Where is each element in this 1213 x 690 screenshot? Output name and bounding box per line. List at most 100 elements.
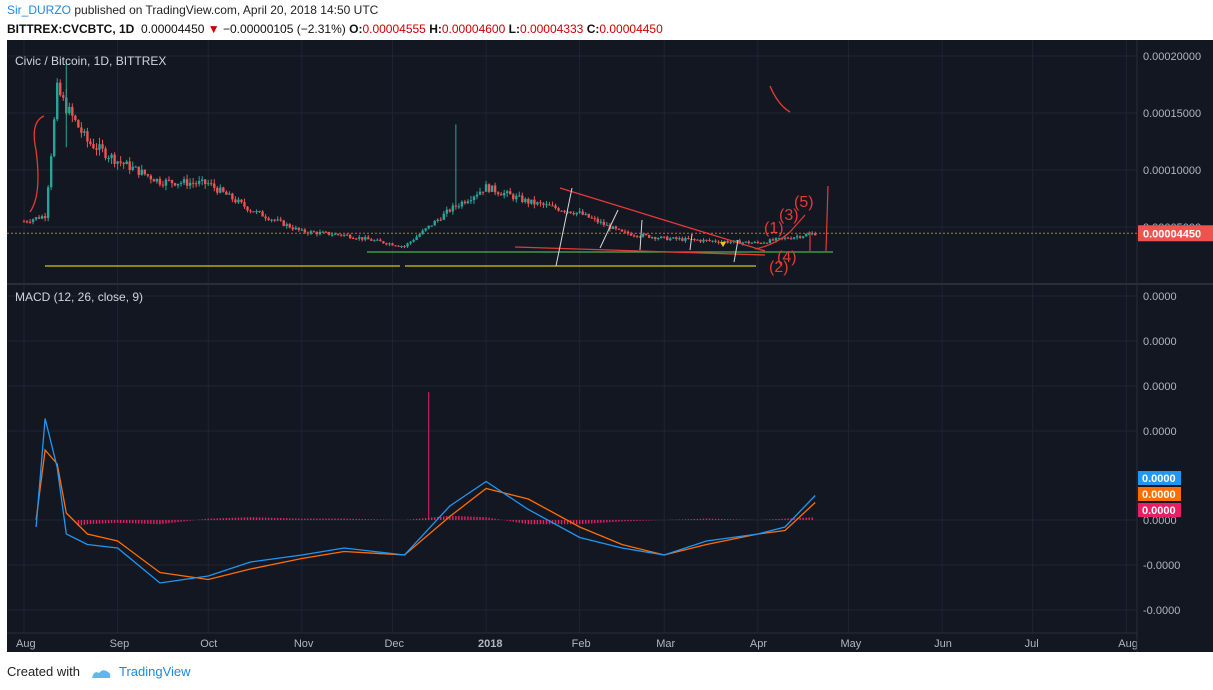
author-link[interactable]: Sir_DURZO — [7, 3, 72, 17]
candle-body — [563, 210, 566, 212]
symbol-label: BITTREX:CVCBTC, 1D — [7, 22, 135, 36]
freehand-stroke — [29, 115, 45, 213]
candle-body — [575, 212, 578, 215]
candle-body — [327, 231, 331, 235]
candle-body — [430, 225, 433, 227]
candle-body — [351, 238, 355, 240]
candle-body — [167, 179, 171, 181]
candle-body — [22, 221, 26, 223]
candle-body — [56, 82, 59, 120]
candle-body — [330, 234, 334, 236]
low-label: L: — [508, 22, 520, 36]
candle-body — [771, 239, 775, 241]
candle-body — [182, 179, 186, 183]
candle-body — [629, 233, 633, 236]
candle-body — [623, 231, 627, 233]
tradingview-logo-icon — [90, 667, 112, 679]
published-text: published on TradingView.com, April 20, … — [74, 3, 379, 17]
candle-body — [427, 225, 430, 229]
candle-body — [768, 239, 772, 244]
candle-body — [484, 184, 488, 192]
candle-body — [475, 194, 479, 197]
candle-body — [439, 219, 442, 221]
candle-body — [741, 242, 744, 244]
candle-body — [638, 236, 642, 238]
candle-body — [614, 226, 618, 229]
candle-body — [348, 234, 352, 239]
candle-body — [291, 227, 294, 230]
candle-body — [551, 205, 554, 207]
candle-body — [693, 238, 696, 240]
candle-body — [258, 211, 261, 213]
time-tick-label: May — [840, 638, 861, 650]
candle-body — [210, 183, 213, 185]
close-label: C: — [586, 22, 600, 36]
candle-body — [669, 238, 672, 241]
wave-label: (4) — [777, 249, 797, 266]
annotations: (1) (2) (3) (4) (5) — [29, 85, 833, 276]
time-tick-label: Oct — [200, 638, 217, 650]
candle-body — [798, 236, 802, 238]
gridlines — [7, 40, 1137, 633]
trend-line — [559, 187, 766, 252]
low-value: 0.00004333 — [519, 22, 584, 36]
candle-body — [542, 203, 545, 205]
candle-body — [632, 235, 636, 237]
candle-body — [644, 233, 648, 235]
candle-body — [86, 131, 89, 142]
time-tick-label: Jul — [1025, 638, 1039, 650]
candle-body — [705, 239, 708, 241]
candle-body — [37, 217, 41, 219]
time-tick-label: Nov — [294, 638, 314, 650]
candle-body — [113, 154, 116, 164]
candle-body — [472, 196, 476, 201]
candle-body — [80, 127, 83, 133]
ohlc-bar: BITTREX:CVCBTC, 1D 0.00004450 ▼ −0.00000… — [7, 22, 663, 36]
candle-body — [231, 193, 234, 200]
candle-body — [804, 234, 808, 237]
time-tick-label: 2018 — [478, 638, 502, 650]
candle-body — [243, 202, 246, 207]
candle-body — [487, 184, 491, 192]
chart-area[interactable] — [7, 40, 1137, 652]
last-price-label: 0.00004450 — [1143, 228, 1201, 240]
candle-body — [672, 237, 675, 239]
candle-body — [339, 234, 343, 236]
wave-label: (5) — [794, 194, 814, 211]
candle-body — [219, 187, 222, 193]
open-value: 0.00004555 — [362, 22, 426, 36]
down-arrow-icon: ▼ — [207, 22, 220, 36]
candle-body — [684, 238, 687, 241]
candle-body — [385, 243, 388, 245]
price-tick-label: 0.00020000 — [1143, 51, 1201, 63]
candle-body — [382, 241, 385, 244]
trend-line — [514, 246, 766, 256]
candle-body — [25, 221, 29, 223]
candle-body — [635, 235, 639, 237]
candle-body — [681, 238, 684, 241]
candle-body — [557, 208, 560, 211]
tradingview-link[interactable]: TradingView — [119, 664, 191, 679]
candle-body — [391, 243, 394, 246]
candle-body — [131, 166, 134, 170]
candle-body — [777, 237, 781, 239]
candle-body — [309, 231, 313, 234]
candle-body — [496, 192, 500, 195]
candle-body — [31, 219, 35, 222]
candle-body — [237, 199, 240, 203]
candle-body — [566, 211, 569, 213]
candle-body — [282, 220, 285, 226]
price-axis[interactable] — [1137, 40, 1213, 652]
candle-body — [68, 106, 71, 114]
wave-label: (1) — [764, 220, 784, 237]
macd-value-tag — [1138, 487, 1181, 501]
candle-body — [104, 148, 107, 159]
axes: 0.000200000.000150000.000100000.00005000… — [7, 40, 1213, 652]
candle-body — [228, 193, 231, 195]
candle-body — [663, 236, 666, 238]
candle-body — [40, 216, 44, 219]
candle-body — [200, 179, 204, 181]
signal-line — [35, 448, 816, 581]
macd-tick-label: 0.0000 — [1143, 336, 1177, 348]
